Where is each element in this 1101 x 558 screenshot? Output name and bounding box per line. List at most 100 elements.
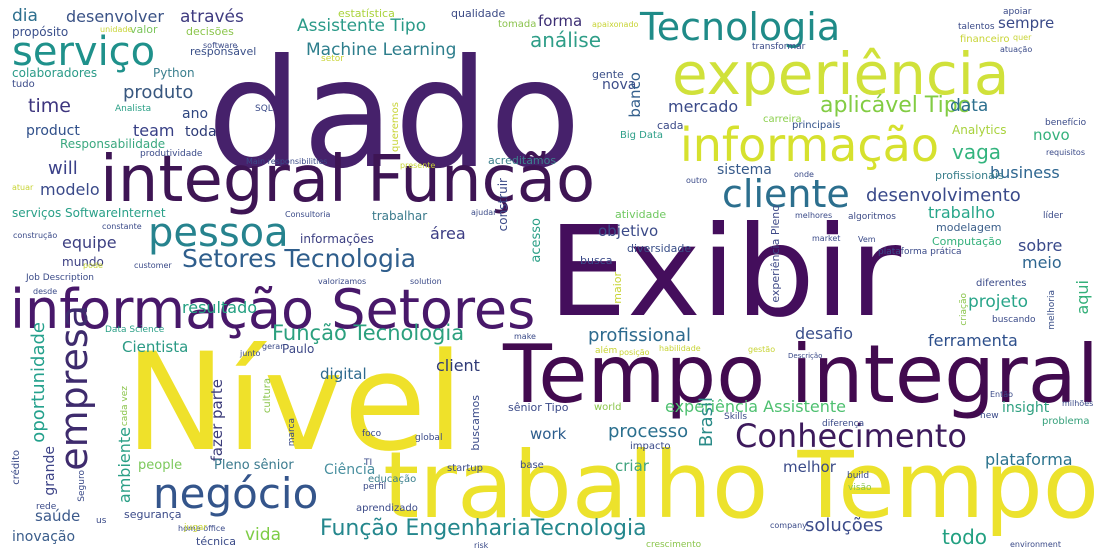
word-pleno-senior: Pleno sênior xyxy=(214,458,294,473)
word-world: world xyxy=(594,402,622,413)
word-informacao: informação xyxy=(680,118,939,172)
word-desenvolver: desenvolver xyxy=(66,7,164,26)
word-software: software xyxy=(203,41,238,50)
word-data-science: Data Science xyxy=(105,325,165,335)
word-produto: produto xyxy=(123,82,194,103)
word-talentos: talentos xyxy=(958,22,995,32)
word-profissionais: profissionais xyxy=(935,169,1004,182)
word-valor: valor xyxy=(130,23,158,36)
word-pessoa: pessoa xyxy=(148,210,289,256)
word-mundo: mundo xyxy=(62,255,104,269)
word-job-description: Job Description xyxy=(26,273,94,283)
word-buscando: buscando xyxy=(992,315,1036,325)
word-analista: Analista xyxy=(115,104,152,114)
word-servicos-software-internet: serviços SoftwareInternet xyxy=(12,206,166,220)
word-solucoes: soluções xyxy=(805,515,884,536)
word-onde: onde xyxy=(794,170,814,179)
word-machine-learning: Machine Learning xyxy=(306,40,457,60)
word-assistente-tipo: Assistente Tipo xyxy=(297,16,427,36)
word-valorizamos: valorizamos xyxy=(318,277,367,286)
word-acreditamos: acreditamos xyxy=(488,154,557,167)
word-aplicavel-tipo: aplicável Tipo xyxy=(820,93,972,118)
word-negocio: negócio xyxy=(153,469,319,518)
word-responsabilidade: Responsabilidade xyxy=(60,137,166,151)
word-plataforma-pratica: plataforma prática xyxy=(878,247,962,257)
word-market: market xyxy=(812,234,841,243)
word-client: client xyxy=(436,356,480,375)
word-tudo: tudo xyxy=(12,79,35,90)
word-diversidade: diversidade xyxy=(627,242,692,255)
word-paulo: Paulo xyxy=(282,342,315,356)
word-exibir: Exibir xyxy=(548,200,902,345)
word-aqui: aqui xyxy=(1073,280,1092,315)
word-trabalhar: trabalhar xyxy=(372,209,428,223)
word-experiencia-pleno: experiência Pleno xyxy=(769,205,782,303)
word-algoritmos: algoritmos xyxy=(848,212,896,222)
word-profissional: profissional xyxy=(588,325,691,346)
word-melhor: melhor xyxy=(783,458,836,476)
word-tomada: tomada xyxy=(498,19,537,30)
word-trabalho: trabalho xyxy=(928,203,995,222)
word-build: build xyxy=(847,471,870,481)
word-unidade: unidade xyxy=(100,25,133,34)
word-melhores: melhores xyxy=(795,211,833,220)
word-jugar: jugar xyxy=(184,523,208,533)
word-sempre: sempre xyxy=(998,14,1055,32)
word-global: global xyxy=(415,433,443,443)
word-grande: grande xyxy=(42,446,58,496)
word-senior-tipo: sênior Tipo xyxy=(508,401,569,414)
word-novo: novo xyxy=(1033,126,1070,144)
word-descricao: Descrição xyxy=(788,352,823,360)
word-pode: pode xyxy=(83,261,103,270)
word-financeiro: financeiro xyxy=(960,34,1010,45)
word-nivel: Nível xyxy=(125,324,464,481)
word-company: company xyxy=(770,521,807,530)
word-queremos: queremos xyxy=(390,102,401,152)
word-rede: rede xyxy=(36,502,57,512)
word-customer: customer xyxy=(134,261,172,270)
word-meio: meio xyxy=(1022,253,1062,272)
word-cada-vez: cada vez xyxy=(120,386,130,427)
word-presente: presente xyxy=(400,161,436,170)
word-digital: digital xyxy=(320,365,367,383)
word-diferenca: diferença xyxy=(822,419,865,429)
word-milhoes: milhões xyxy=(1062,399,1094,408)
word-carreira: carreira xyxy=(763,114,802,125)
word-impacto: impacto xyxy=(630,441,671,452)
word-acesso: acesso xyxy=(529,218,544,263)
word-dado: dado xyxy=(207,28,582,202)
word-ambiente: ambiente xyxy=(115,427,134,504)
word-diferentes: diferentes xyxy=(976,278,1027,289)
word-desafio: desafio xyxy=(795,324,854,343)
word-principais: principais xyxy=(792,120,841,131)
word-mercado: mercado xyxy=(668,97,739,116)
word-us: us xyxy=(96,516,107,526)
word-ferramenta: ferramenta xyxy=(928,331,1018,350)
word-time: time xyxy=(28,95,71,117)
word-credito: crédito xyxy=(11,450,22,485)
word-visao: visão xyxy=(848,483,872,493)
word-construir: construir xyxy=(496,178,510,232)
word-habilidade: habilidade xyxy=(659,344,701,353)
word-big-data: Big Data xyxy=(620,130,664,141)
word-inovacao: inovação xyxy=(12,529,76,545)
word-entao: Então xyxy=(990,390,1014,399)
word-busca: busca xyxy=(580,254,613,267)
word-objetivo: objetivo xyxy=(598,222,659,240)
word-responsavel: responsável xyxy=(190,45,257,58)
word-tecnica: técnica xyxy=(196,535,236,548)
word-atuacao: atuação xyxy=(1000,45,1033,54)
word-constante: constante xyxy=(102,222,142,231)
word-ano: ano xyxy=(182,106,209,122)
word-apoiar: apoiar xyxy=(1003,7,1032,17)
word-ciencia: Ciência xyxy=(324,462,376,478)
word-modelagem: modelagem xyxy=(936,221,1002,234)
word-funcao-tecnologia: Função Tecnologia xyxy=(272,321,465,345)
word-saude: saúde xyxy=(35,507,81,525)
word-people: people xyxy=(138,458,183,473)
word-gerar: gerar xyxy=(262,342,284,351)
word-toda: toda xyxy=(185,124,217,140)
word-maior: maior xyxy=(611,272,624,304)
word-computacao: Computação xyxy=(932,235,1002,248)
